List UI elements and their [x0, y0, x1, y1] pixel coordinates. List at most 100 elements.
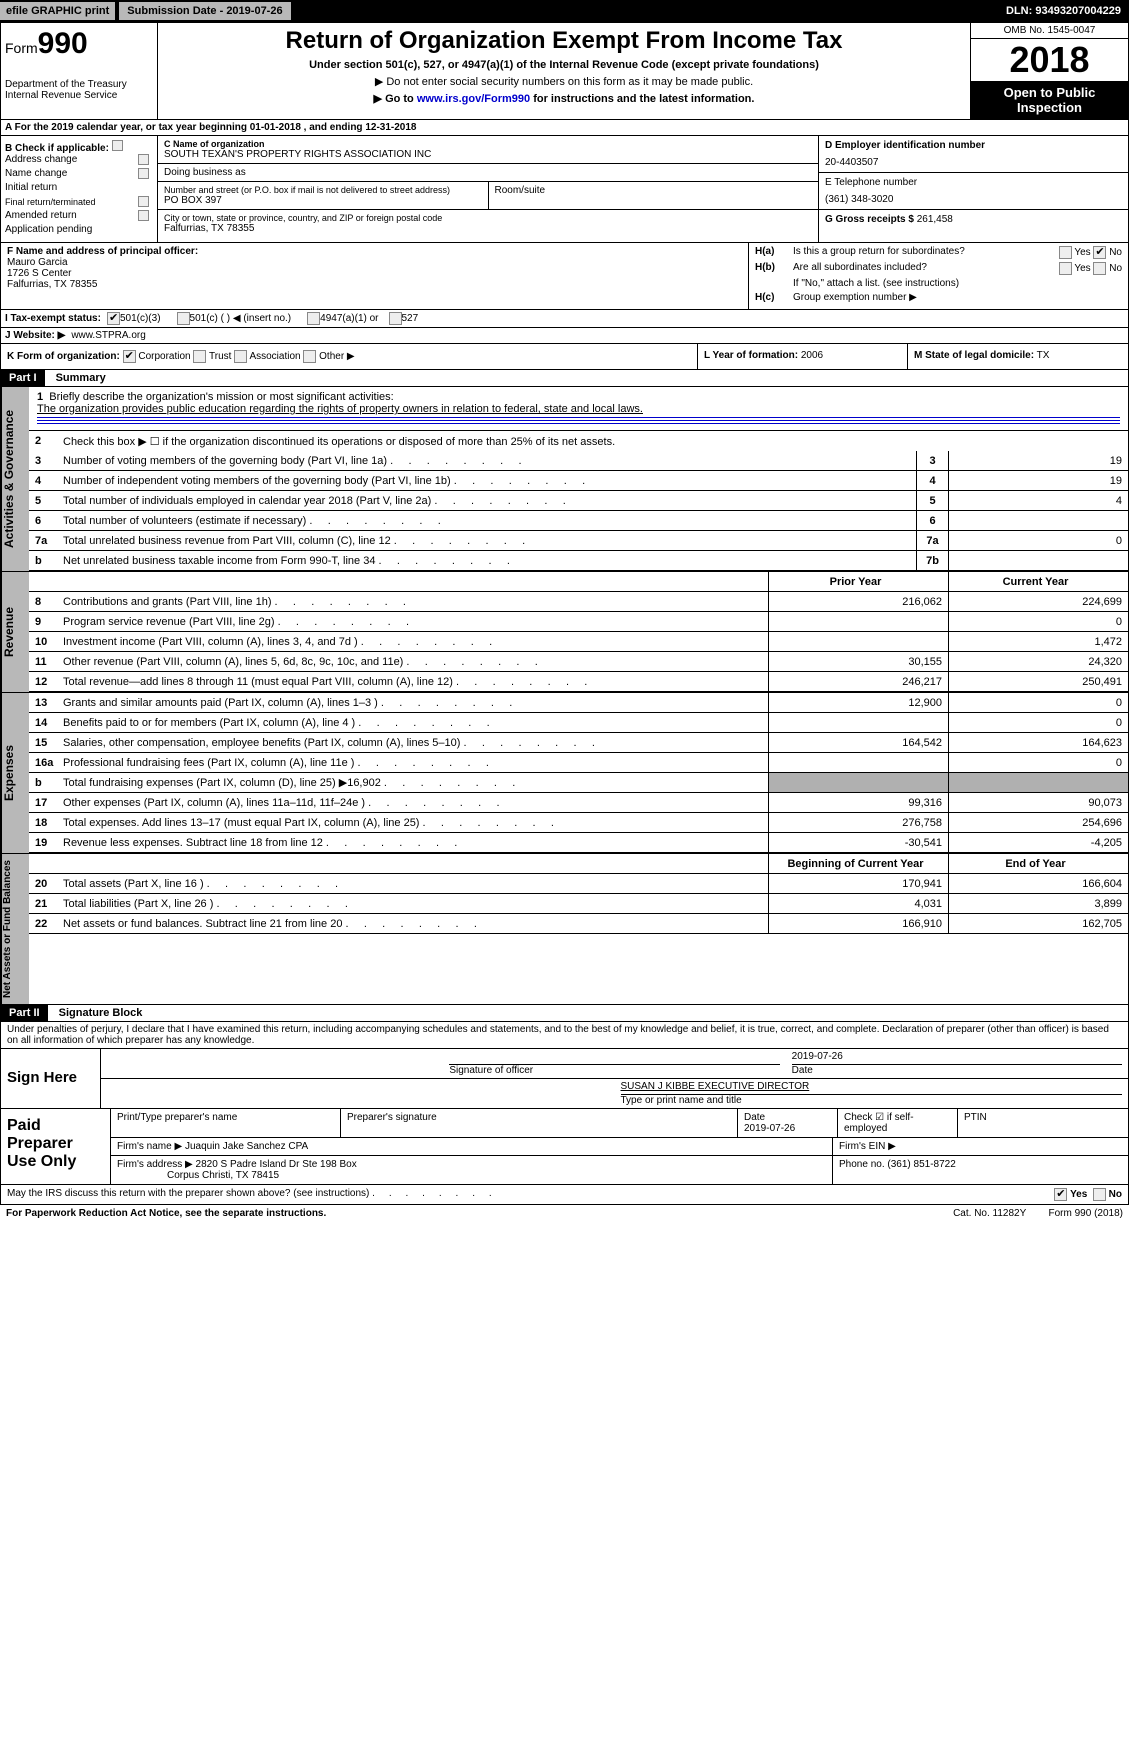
main-grid: B Check if applicable: Address change Na… [0, 136, 1129, 243]
checkbox-icon[interactable] [112, 140, 123, 151]
prior-val: 216,062 [768, 592, 948, 611]
prior-val [768, 753, 948, 772]
current-val: 0 [948, 753, 1128, 772]
col-B: B Check if applicable: Address change Na… [1, 136, 158, 242]
footer-row: For Paperwork Reduction Act Notice, see … [0, 1205, 1129, 1222]
yes: Yes [1070, 1189, 1087, 1200]
b-initial: Initial return [5, 182, 57, 193]
current-val: 1,472 [948, 632, 1128, 651]
firm-addr2: Corpus Christi, TX 78415 [167, 1170, 279, 1181]
row-I: I Tax-exempt status: 501(c)(3) 501(c) ( … [0, 310, 1129, 328]
checkbox-icon[interactable] [303, 350, 316, 363]
checkbox-icon[interactable] [193, 350, 206, 363]
k-corp: Corporation [138, 351, 190, 362]
prior-val: 30,155 [768, 652, 948, 671]
mission-text: The organization provides public educati… [37, 403, 643, 415]
ln-box: 4 [916, 471, 948, 490]
prior-val: 166,910 [768, 914, 948, 933]
line-7a: 7a Total unrelated business revenue from… [29, 531, 1128, 551]
current-val: 162,705 [948, 914, 1128, 933]
domicile: TX [1037, 350, 1050, 361]
paid-lbl: Paid Preparer Use Only [1, 1109, 111, 1184]
opt-527: 527 [402, 313, 419, 324]
checkbox-checked-icon[interactable] [1054, 1188, 1067, 1201]
ln-num: 5 [29, 495, 59, 507]
checkbox-icon[interactable] [1093, 1188, 1106, 1201]
ln-num: 13 [29, 697, 59, 709]
ln-val: 0 [948, 531, 1128, 550]
checkbox-icon[interactable] [1059, 246, 1072, 259]
name-title-lbl: Type or print name and title [621, 1095, 1123, 1106]
Ha-lbl: H(a) [755, 246, 793, 259]
line-10: 10 Investment income (Part VIII, column … [29, 632, 1128, 652]
room-cell: Room/suite [488, 182, 819, 210]
col-end: End of Year [948, 854, 1128, 873]
ln-num: 10 [29, 636, 59, 648]
ln-num: 19 [29, 837, 59, 849]
room-lbl: Room/suite [495, 185, 813, 196]
sub3-pre: ▶ Go to [374, 93, 417, 105]
ln-val: 4 [948, 491, 1128, 510]
prior-val: 99,316 [768, 793, 948, 812]
checkbox-icon[interactable] [138, 168, 149, 179]
prior-val: 164,542 [768, 733, 948, 752]
prior-val [768, 773, 948, 792]
ln-num: b [29, 777, 59, 789]
ln-num: 14 [29, 717, 59, 729]
current-val: 3,899 [948, 894, 1128, 913]
sign-block: Sign Here Signature of officer 2019-07-2… [0, 1049, 1129, 1109]
ln-box: 7b [916, 551, 948, 570]
ln-val: 19 [948, 451, 1128, 470]
checkbox-icon[interactable] [234, 350, 247, 363]
col-prior: Prior Year [768, 572, 948, 591]
checkbox-icon[interactable] [138, 210, 149, 221]
org-name: SOUTH TEXAN'S PROPERTY RIGHTS ASSOCIATIO… [164, 149, 812, 160]
website: www.STPRA.org [71, 330, 145, 341]
org-name-cell: C Name of organization SOUTH TEXAN'S PRO… [158, 136, 818, 164]
subtitle-3: ▶ Go to www.irs.gov/Form990 for instruct… [162, 92, 966, 105]
firm-addr: 2820 S Padre Island Dr Ste 198 Box [196, 1159, 357, 1170]
checkbox-icon[interactable] [1059, 262, 1072, 275]
checkbox-checked-icon[interactable] [123, 350, 136, 363]
ln-txt: Total expenses. Add lines 13–17 (must eq… [59, 815, 768, 831]
part1-hdr-row: Part I Summary [0, 370, 1129, 387]
checkbox-icon[interactable] [138, 154, 149, 165]
line-4: 4 Number of independent voting members o… [29, 471, 1128, 491]
ln-box: 3 [916, 451, 948, 470]
checkbox-icon[interactable] [1093, 262, 1106, 275]
section-rev: Revenue Prior Year Current Year 8 Contri… [0, 572, 1129, 693]
vtab-net: Net Assets or Fund Balances [1, 854, 29, 1004]
irs-link[interactable]: www.irs.gov/Form990 [417, 93, 530, 105]
Hb-note: If "No," attach a list. (see instruction… [793, 278, 959, 289]
section-ag: Activities & Governance 1 Briefly descri… [0, 387, 1129, 572]
net-hdr: Beginning of Current Year End of Year [29, 854, 1128, 874]
checkbox-icon[interactable] [138, 196, 149, 207]
vtab-revenue: Revenue [1, 572, 29, 692]
l1-num: 1 [37, 391, 43, 403]
checkbox-icon[interactable] [177, 312, 190, 325]
b-final: Final return/terminated [5, 197, 96, 207]
part1-hdr: Part I [1, 370, 45, 386]
J-lbl: J Website: ▶ [5, 330, 65, 341]
checkbox-icon[interactable] [389, 312, 402, 325]
checkbox-icon[interactable] [307, 312, 320, 325]
F-lbl: F Name and address of principal officer: [7, 246, 198, 257]
current-val: 250,491 [948, 672, 1128, 691]
col-DEG: D Employer identification number 20-4403… [818, 136, 1128, 242]
line-15: 15 Salaries, other compensation, employe… [29, 733, 1128, 753]
ln-txt: Net unrelated business taxable income fr… [59, 553, 916, 569]
ln-txt: Total unrelated business revenue from Pa… [59, 533, 916, 549]
firm-phone: (361) 851-8722 [887, 1159, 955, 1170]
G-cell: G Gross receipts $ 261,458 [819, 210, 1128, 229]
checkbox-checked-icon[interactable] [1093, 246, 1106, 259]
sig-officer-lbl: Signature of officer [449, 1065, 779, 1076]
open-public: Open to Public Inspection [971, 81, 1128, 119]
phone-no-lbl: Phone no. [839, 1159, 885, 1170]
city-state-zip: Falfurrias, TX 78355 [164, 223, 812, 234]
ln-txt: Total revenue—add lines 8 through 11 (mu… [59, 674, 768, 690]
line-5: 5 Total number of individuals employed i… [29, 491, 1128, 511]
ln-num: 21 [29, 898, 59, 910]
checkbox-checked-icon[interactable] [107, 312, 120, 325]
prior-val: 246,217 [768, 672, 948, 691]
K-cell: K Form of organization: Corporation Trus… [1, 344, 698, 369]
